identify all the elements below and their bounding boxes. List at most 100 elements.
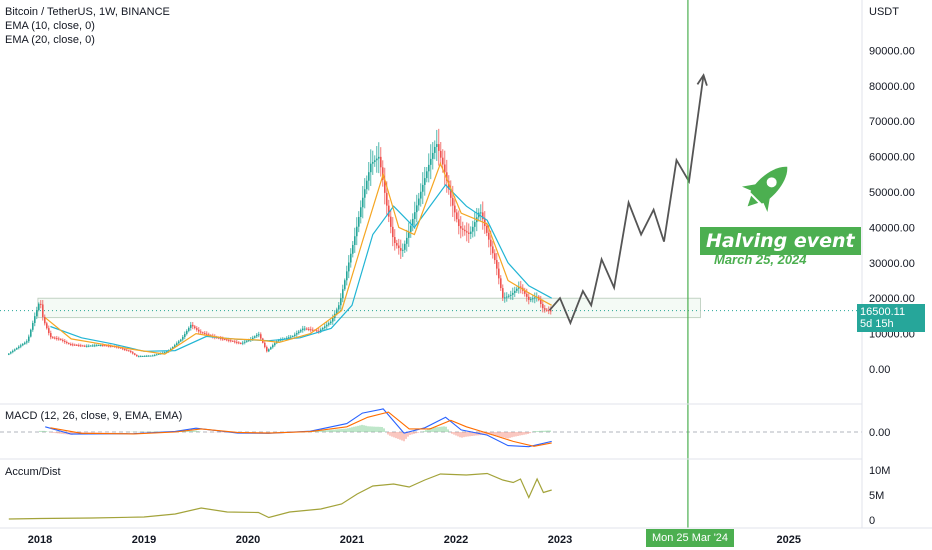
candle-body — [524, 290, 526, 294]
candle-body — [494, 253, 496, 261]
candle-body — [380, 156, 382, 168]
candle-body — [508, 295, 510, 297]
candle-body — [304, 328, 306, 330]
candle-body — [474, 222, 476, 227]
time-tick-label: 2023 — [548, 534, 572, 546]
candle-body — [108, 345, 110, 347]
candle-body — [32, 322, 34, 330]
ema20-legend[interactable]: EMA (20, close, 0) — [5, 34, 95, 46]
candle-body — [232, 340, 234, 342]
candle-body — [182, 336, 184, 340]
candle-body — [294, 334, 296, 337]
candle-body — [300, 330, 302, 332]
candle-body — [98, 345, 100, 347]
candle-body — [12, 350, 14, 353]
candle-body — [158, 353, 160, 355]
candle-body — [424, 178, 426, 185]
price-tick-label: 40000.00 — [869, 222, 915, 234]
accum-dist-line — [8, 472, 552, 520]
accum-dist-label[interactable]: Accum/Dist — [5, 466, 61, 478]
candle-body — [226, 339, 228, 341]
candle-body — [548, 310, 550, 312]
time-tick-label: 2020 — [236, 534, 260, 546]
candle-body — [48, 328, 50, 334]
candle-body — [406, 237, 408, 244]
candle-body — [516, 288, 518, 291]
candles — [8, 128, 552, 358]
symbol-title[interactable]: Bitcoin / TetherUS, 1W, BINANCE — [5, 6, 170, 18]
candle-body — [224, 338, 226, 340]
candle-body — [14, 349, 16, 351]
halving-event-date[interactable]: March 25, 2024 — [714, 252, 807, 267]
candle-body — [418, 198, 420, 206]
candle-body — [512, 292, 514, 295]
macd-tick-label: 0.00 — [869, 427, 890, 439]
candle-body — [544, 308, 546, 310]
price-tick-label: 50000.00 — [869, 187, 915, 199]
candle-body — [130, 351, 132, 353]
candle-body — [80, 345, 82, 347]
candle-body — [330, 321, 332, 324]
candle-body — [102, 344, 104, 346]
price-tick-label: 70000.00 — [869, 116, 915, 128]
candle-body — [208, 334, 210, 336]
candle-body — [458, 219, 460, 227]
candle-body — [428, 164, 430, 172]
candle-body — [270, 347, 272, 350]
candle-body — [52, 337, 54, 339]
candle-body — [480, 212, 482, 214]
candle-body — [248, 339, 250, 341]
candle-body — [30, 329, 32, 337]
candle-body — [550, 310, 552, 312]
candle-body — [354, 236, 356, 245]
projection-arrowhead — [696, 73, 708, 86]
candle-body — [136, 354, 138, 357]
candle-body — [128, 350, 130, 352]
candle-body — [378, 156, 380, 159]
candle-body — [444, 164, 446, 173]
candle-body — [362, 197, 364, 208]
candle-body — [472, 226, 474, 232]
candle-body — [156, 354, 158, 356]
ema20-line — [50, 183, 552, 352]
macd-label[interactable]: MACD (12, 26, close, 9, EMA, EMA) — [5, 410, 183, 422]
candle-body — [42, 304, 44, 317]
candle-body — [278, 340, 280, 342]
candle-body — [526, 293, 528, 297]
macd-signal-line — [50, 411, 552, 447]
candle-body — [416, 205, 418, 213]
candle-body — [194, 326, 196, 329]
candle-body — [290, 336, 292, 338]
projection-line[interactable] — [548, 75, 705, 326]
candle-body — [202, 332, 204, 334]
halving-event-title[interactable]: Halving event — [700, 227, 861, 255]
candle-body — [446, 172, 448, 181]
candle-body — [78, 345, 80, 347]
candle-body — [180, 339, 182, 342]
candle-body — [490, 239, 492, 247]
candle-body — [348, 262, 350, 272]
rocket-icon — [741, 166, 788, 213]
candle-body — [124, 349, 126, 351]
candle-body — [372, 161, 374, 164]
candle-body — [332, 317, 334, 322]
candle-body — [198, 329, 200, 332]
candle-body — [482, 212, 484, 220]
candle-body — [236, 341, 238, 343]
ema10-legend[interactable]: EMA (10, close, 0) — [5, 20, 95, 32]
candle-body — [204, 333, 206, 335]
candle-body — [412, 218, 414, 226]
candle-body — [152, 355, 154, 357]
candle-body — [74, 344, 76, 346]
candle-body — [460, 226, 462, 229]
candle-body — [8, 353, 10, 355]
candle-body — [434, 146, 436, 153]
candle-body — [326, 324, 328, 327]
candle-body — [54, 337, 56, 339]
candle-body — [286, 337, 288, 339]
candle-body — [126, 349, 128, 351]
candle-body — [426, 171, 428, 179]
candle-body — [488, 232, 490, 240]
candle-body — [132, 352, 134, 354]
